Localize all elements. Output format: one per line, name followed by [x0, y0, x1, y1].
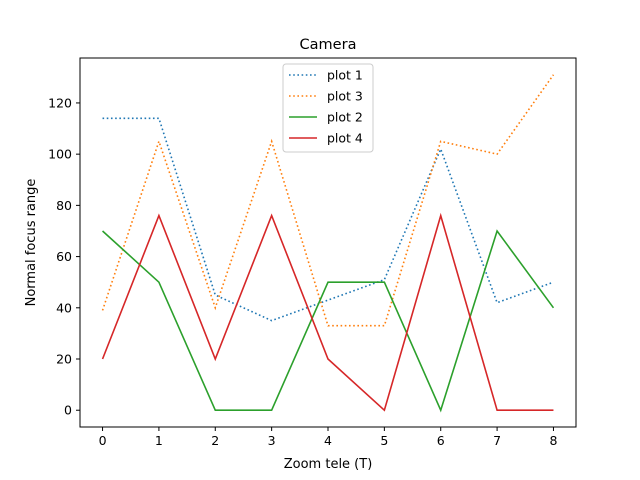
y-tick-label: 120: [48, 95, 72, 110]
x-axis-label: Zoom tele (T): [284, 457, 373, 472]
y-tick-label: 0: [64, 403, 72, 418]
y-tick-label: 60: [56, 249, 72, 264]
legend-label: plot 2: [327, 110, 363, 125]
legend-box: [282, 63, 374, 153]
legend: plot 1 plot 3 plot 2 plot 4: [282, 63, 374, 153]
legend-label: plot 4: [327, 131, 363, 146]
x-axis-ticks: 0 1 2 3 4 5 6 7 8: [99, 427, 557, 448]
y-tick-label: 100: [48, 147, 72, 162]
legend-label: plot 1: [327, 68, 363, 83]
x-tick-label: 0: [99, 433, 107, 448]
y-tick-label: 20: [56, 352, 72, 367]
series-line-plot-4: [101, 212, 554, 412]
y-axis-label: Normal focus range: [24, 179, 39, 307]
y-axis-ticks: 0 20 40 60 80 100 120: [48, 95, 80, 418]
series-line-plot-3: [101, 74, 555, 327]
x-tick-label: 2: [211, 433, 219, 448]
x-tick-label: 5: [380, 433, 388, 448]
series-line-plot-1: [102, 117, 554, 322]
y-tick-label: 80: [56, 198, 72, 213]
x-tick-label: 1: [155, 433, 163, 448]
x-tick-label: 4: [324, 433, 332, 448]
x-tick-label: 8: [549, 433, 557, 448]
x-tick-label: 6: [437, 433, 445, 448]
chart-title: Camera: [300, 37, 357, 53]
series-line-plot-2: [102, 229, 555, 413]
legend-label: plot 3: [327, 89, 363, 104]
y-tick-label: 40: [56, 300, 72, 315]
x-tick-label: 7: [493, 433, 501, 448]
x-tick-label: 3: [268, 433, 276, 448]
series-layer: [101, 74, 555, 413]
